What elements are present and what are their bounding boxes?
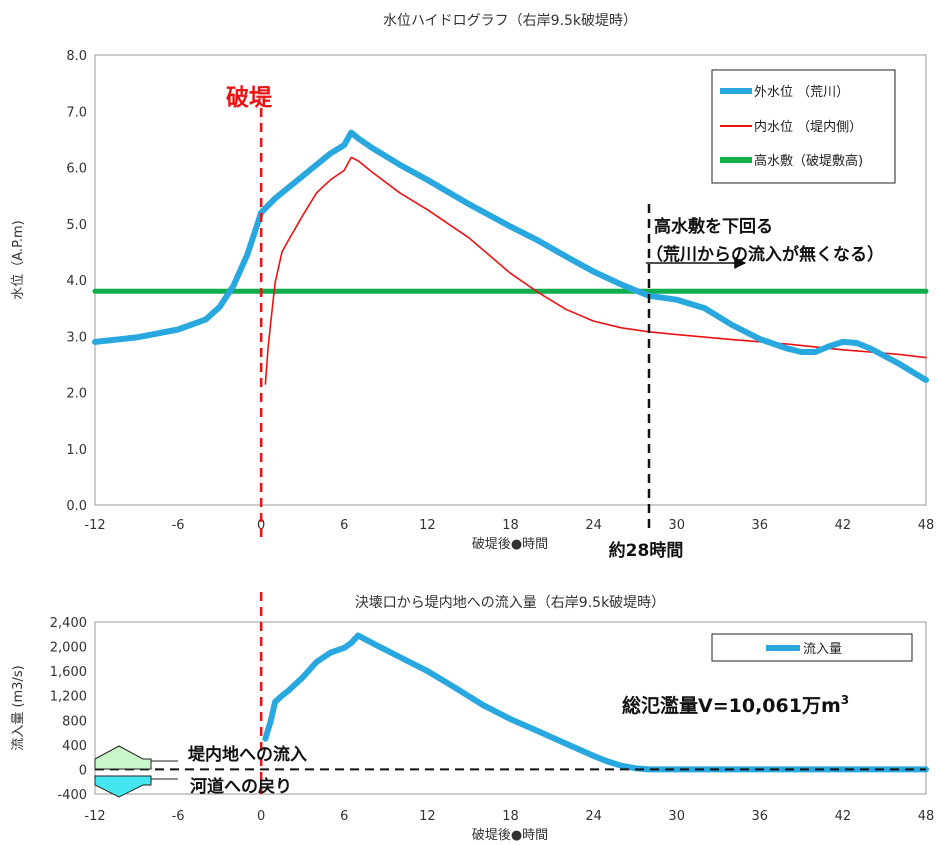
x-tick-label: 48	[918, 518, 935, 533]
chart2-x-tick-labels: -12 -6 0 6 12 18 24 30 36 42 48	[84, 809, 934, 824]
chart1-y-tick-labels: 0.0 1.0 2.0 3.0 4.0 5.0 6.0 7.0 8.0	[66, 49, 87, 514]
x-tick-label: 42	[835, 518, 852, 533]
chart2-legend-box	[711, 633, 913, 662]
chart1-title: 水位ハイドログラフ（右岸9.5k破堤時）	[383, 13, 637, 29]
x-tick-label: 30	[668, 809, 685, 824]
x-tick-label: 36	[752, 518, 769, 533]
chart2-title: 決壊口から堤内地への流入量（右岸9.5k破堤時）	[355, 595, 665, 611]
y-tick-label: 5.0	[66, 218, 87, 233]
x-tick-label: -6	[172, 518, 185, 533]
legend-label-inner-water-level: 内水位 （堤内側）	[754, 119, 862, 135]
y-tick-label: 1,600	[50, 665, 87, 680]
x-tick-label: 12	[419, 518, 436, 533]
y-tick-label: 1.0	[66, 443, 87, 458]
legend-label-inflow: 流入量	[803, 642, 842, 657]
y-tick-label: 2,000	[50, 641, 87, 656]
y-tick-label: 1,200	[50, 690, 87, 705]
x-tick-label: 36	[752, 809, 769, 824]
y-tick-label: 8.0	[66, 49, 87, 64]
water-level-chart: 水位ハイドログラフ（右岸9.5k破堤時） 0.0 1.0 2.0 3.0 4.0 5.0 6…	[11, 13, 934, 561]
direction-arrows-icon	[94, 745, 178, 798]
chart2-annotations	[95, 592, 926, 794]
chart1-plot-frame	[94, 54, 927, 506]
y-tick-label: 7.0	[66, 105, 87, 120]
time-28h-label: 約28時間	[609, 540, 684, 561]
chart2-x-axis-label: 破堤後●時間	[472, 828, 548, 843]
y-tick-label: 3.0	[66, 330, 87, 345]
x-tick-label: 0	[257, 518, 265, 533]
return-to-river-label: 河道への戻り	[190, 776, 292, 797]
y-tick-label: 2.0	[66, 387, 87, 402]
inflow-chart: 決壊口から堤内地への流入量（右岸9.5k破堤時） -400 0 400 800 1,20…	[11, 592, 934, 843]
y-tick-label: 2,400	[50, 616, 87, 631]
y-tick-label: 0	[79, 763, 87, 778]
below-floodplain-label: 高水敷を下回る	[654, 216, 773, 237]
chart2-y-axis-label: 流入量 (m3/s)	[11, 665, 26, 750]
legend-label-floodplain-height: 高水敷（破堤敷高)	[754, 153, 863, 169]
inflow-stops-label: （荒川からの流入が無くなる）	[646, 244, 884, 265]
total-flood-volume: 総氾濫量V=10,061万m3	[622, 693, 849, 717]
chart2-legend: 流入量	[711, 633, 913, 662]
total-flood-volume-unit-sup: 3	[841, 693, 849, 707]
x-tick-label: -12	[84, 809, 105, 824]
chart1-annotations	[259, 108, 651, 540]
chart1-y-axis-label: 水位（A.P.m)	[11, 220, 26, 299]
inflow-to-protected-land-label: 堤内地への流入	[188, 744, 307, 765]
x-tick-label: -6	[172, 809, 185, 824]
y-tick-label: 400	[62, 739, 87, 754]
x-tick-label: 24	[585, 518, 602, 533]
chart1-legend: 外水位 （荒川） 内水位 （堤内側） 高水敷（破堤敷高)	[711, 69, 896, 184]
x-tick-label: 6	[340, 809, 348, 824]
x-tick-label: -12	[84, 518, 105, 533]
y-tick-label: -400	[57, 788, 87, 803]
x-tick-label: 48	[918, 809, 935, 824]
x-tick-label: 18	[502, 809, 519, 824]
return-direction-icon	[94, 775, 152, 798]
series-inner-water-level	[264, 156, 927, 385]
x-tick-label: 6	[340, 518, 348, 533]
chart1-x-tick-labels: -12 -6 0 6 12 18 24 30 36 42 48	[84, 518, 934, 533]
chart2-y-tick-labels: -400 0 400 800 1,200 1,600 2,000 2,400	[50, 616, 87, 803]
chart1-series-group	[92, 129, 929, 385]
y-tick-label: 0.0	[66, 499, 87, 514]
total-flood-volume-value: 総氾濫量V=10,061万m	[622, 694, 841, 717]
y-tick-label: 800	[62, 714, 87, 729]
legend-label-outer-water-level: 外水位 （荒川）	[754, 85, 849, 100]
series-outer-water-level	[92, 129, 929, 384]
y-tick-label: 4.0	[66, 274, 87, 289]
x-tick-label: 0	[257, 809, 265, 824]
x-tick-label: 12	[419, 809, 436, 824]
inflow-direction-icon	[94, 745, 152, 770]
x-tick-label: 42	[835, 809, 852, 824]
breach-label: 破堤	[226, 84, 273, 111]
y-tick-label: 6.0	[66, 162, 87, 177]
x-tick-label: 30	[668, 518, 685, 533]
x-tick-label: 18	[502, 518, 519, 533]
chart2-plot-frame	[94, 621, 927, 795]
x-tick-label: 24	[585, 809, 602, 824]
chart1-x-axis-label: 破堤後●時間	[472, 537, 548, 552]
